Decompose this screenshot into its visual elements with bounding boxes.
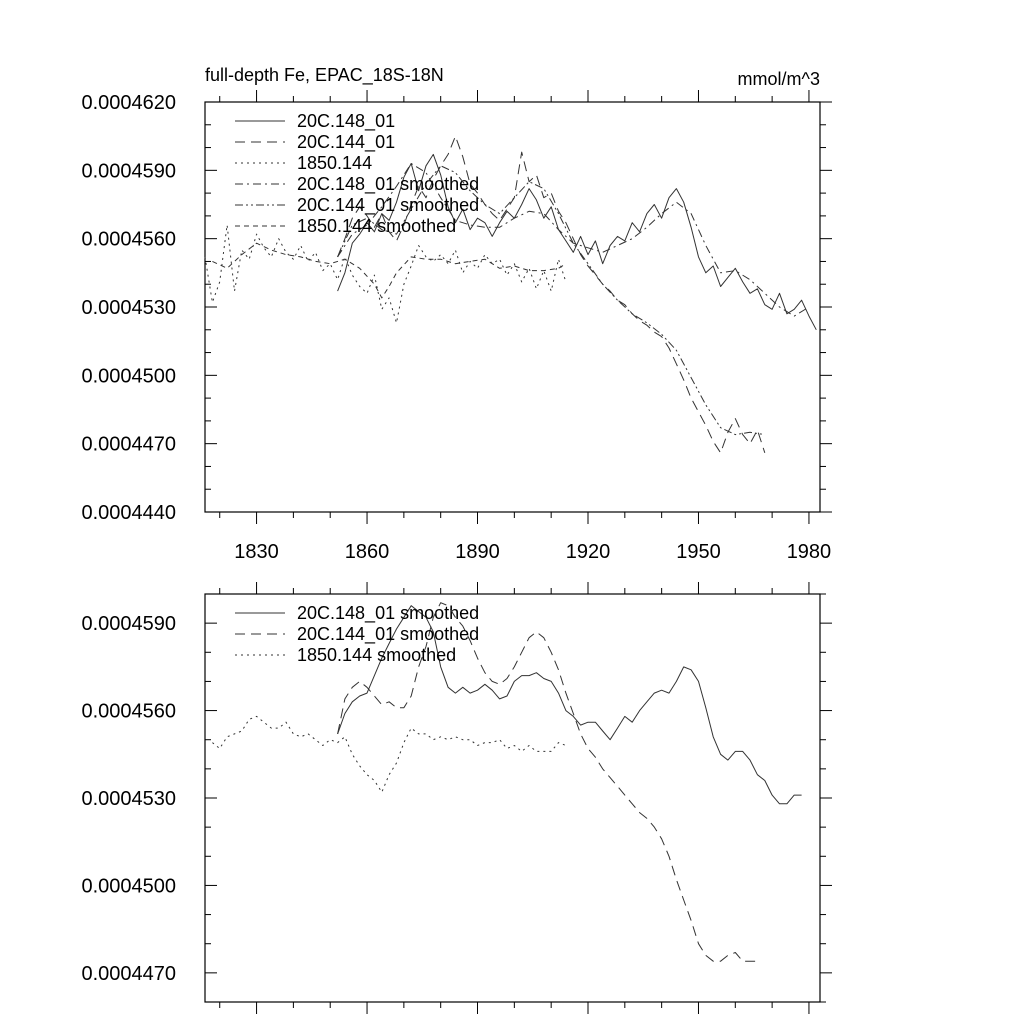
legend-label: 1850.144 smoothed xyxy=(297,216,456,236)
series-line-6 xyxy=(212,242,567,299)
y-tick-label: 0.0004560 xyxy=(81,701,176,723)
legend-label: 1850.144 xyxy=(297,153,372,173)
series-line-2 xyxy=(337,135,766,454)
y-tick-label: 0.0004440 xyxy=(81,502,176,524)
x-tick-label: 1830 xyxy=(234,541,279,563)
legend-label: 20C.148_01 xyxy=(297,111,395,132)
y-tick-label: 0.0004470 xyxy=(81,434,176,456)
y-tick-label: 0.0004590 xyxy=(81,613,176,635)
x-tick-label: 1890 xyxy=(455,541,500,563)
legend-label: 1850.144 smoothed xyxy=(297,645,456,665)
series-line-5 xyxy=(337,165,765,436)
panel-top: full-depth Fe, EPAC_18S-18N mmol/m^3 0.0… xyxy=(81,65,832,563)
y-tick-label: 0.0004500 xyxy=(81,875,176,897)
x-tick-label: 1980 xyxy=(787,541,832,563)
legend-label: 20C.148_01 smoothed xyxy=(297,174,479,195)
series-line-3 xyxy=(212,715,567,793)
x-tick-label: 1920 xyxy=(566,541,611,563)
y-tick-label: 0.0004500 xyxy=(81,365,176,387)
y-tick-label: 0.0004590 xyxy=(81,160,176,182)
x-tick-label: 1950 xyxy=(676,541,721,563)
y-tick-label: 0.0004560 xyxy=(81,229,176,251)
legend-label: 20C.144_01 smoothed xyxy=(297,624,479,645)
series-line-1 xyxy=(337,153,817,331)
legend-label: 20C.144_01 xyxy=(297,132,395,153)
series-line-1 xyxy=(337,605,802,805)
x-tick-label: 1860 xyxy=(345,541,390,563)
y-tick-label: 0.0004620 xyxy=(81,92,176,114)
series-line-3 xyxy=(204,224,567,324)
legend-label: 20C.148_01 smoothed xyxy=(297,603,479,624)
y-tick-label: 0.0004530 xyxy=(81,788,176,810)
legend-label: 20C.144_01 smoothed xyxy=(297,195,479,216)
series-line-4 xyxy=(337,163,810,317)
units-label: mmol/m^3 xyxy=(738,69,820,89)
y-tick-label: 0.0004470 xyxy=(81,963,176,985)
panel-bottom: 0.0004470 0.0004500 0.0004530 0.0004560 0.00… xyxy=(81,582,832,1014)
chart-title: full-depth Fe, EPAC_18S-18N xyxy=(205,65,444,86)
y-tick-label: 0.0004530 xyxy=(81,297,176,319)
